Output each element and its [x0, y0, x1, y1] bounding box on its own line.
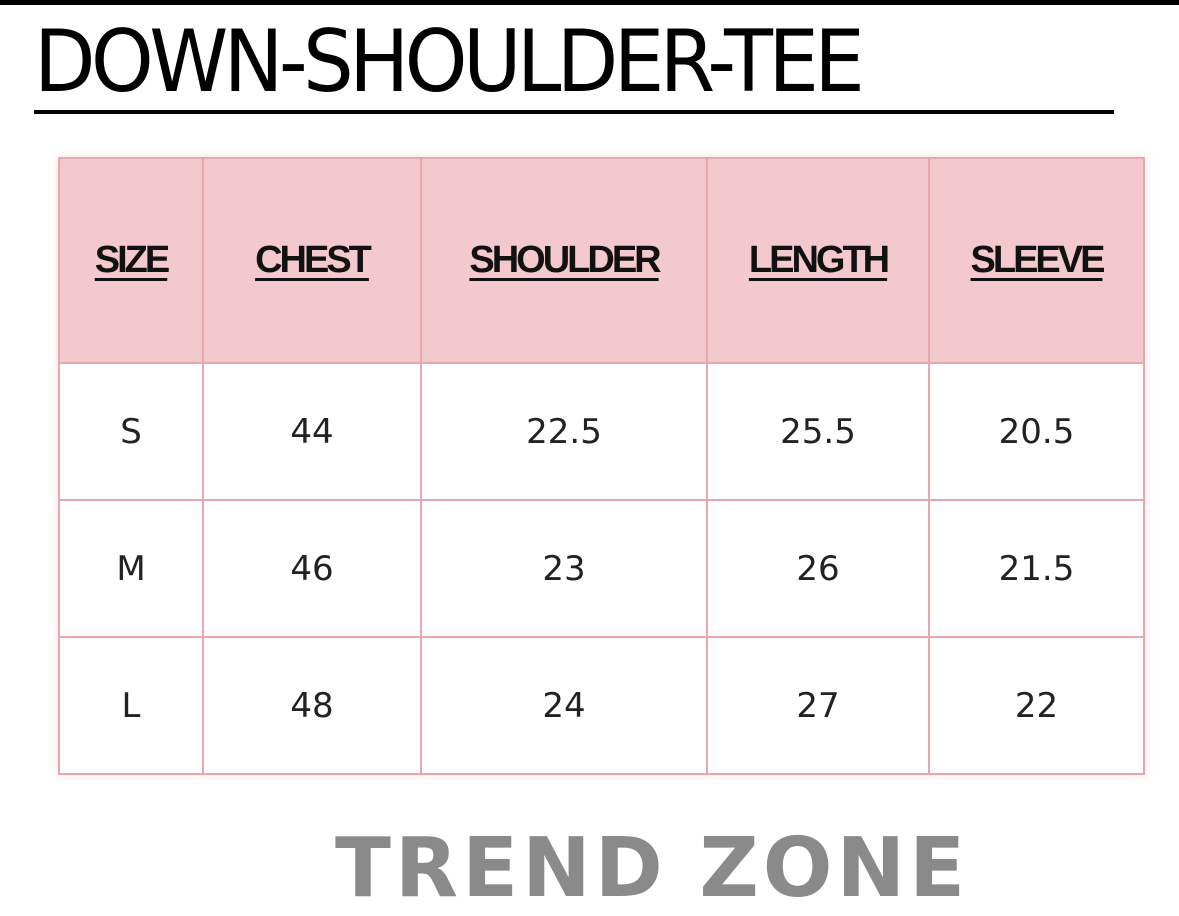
cell: 24	[420, 636, 708, 775]
page-title: DOWN-SHOULDER-TEE	[34, 12, 865, 112]
table-row: L 48 24 27 22	[58, 636, 1145, 775]
cell: 25.5	[706, 362, 930, 501]
header-chest: CHEST	[202, 157, 422, 364]
cell: S	[58, 362, 204, 501]
size-chart-table: SIZE CHEST SHOULDER LENGTH SLEEVE S 44 2…	[58, 157, 1145, 775]
title-underline	[34, 110, 1114, 114]
cell: 48	[202, 636, 422, 775]
header-shoulder: SHOULDER	[420, 157, 708, 364]
top-border	[0, 0, 1179, 5]
cell: 27	[706, 636, 930, 775]
cell: M	[58, 499, 204, 638]
cell: 46	[202, 499, 422, 638]
cell: 44	[202, 362, 422, 501]
brand-logo-text: TREND ZONE	[335, 821, 970, 916]
cell: L	[58, 636, 204, 775]
cell: 21.5	[928, 499, 1145, 638]
cell: 26	[706, 499, 930, 638]
header-length: LENGTH	[706, 157, 930, 364]
table-row: S 44 22.5 25.5 20.5	[58, 362, 1145, 501]
header-sleeve: SLEEVE	[928, 157, 1145, 364]
header-row: SIZE CHEST SHOULDER LENGTH SLEEVE	[58, 157, 1145, 364]
cell: 22	[928, 636, 1145, 775]
cell: 20.5	[928, 362, 1145, 501]
table-row: M 46 23 26 21.5	[58, 499, 1145, 638]
cell: 22.5	[420, 362, 708, 501]
header-size: SIZE	[58, 157, 204, 364]
cell: 23	[420, 499, 708, 638]
